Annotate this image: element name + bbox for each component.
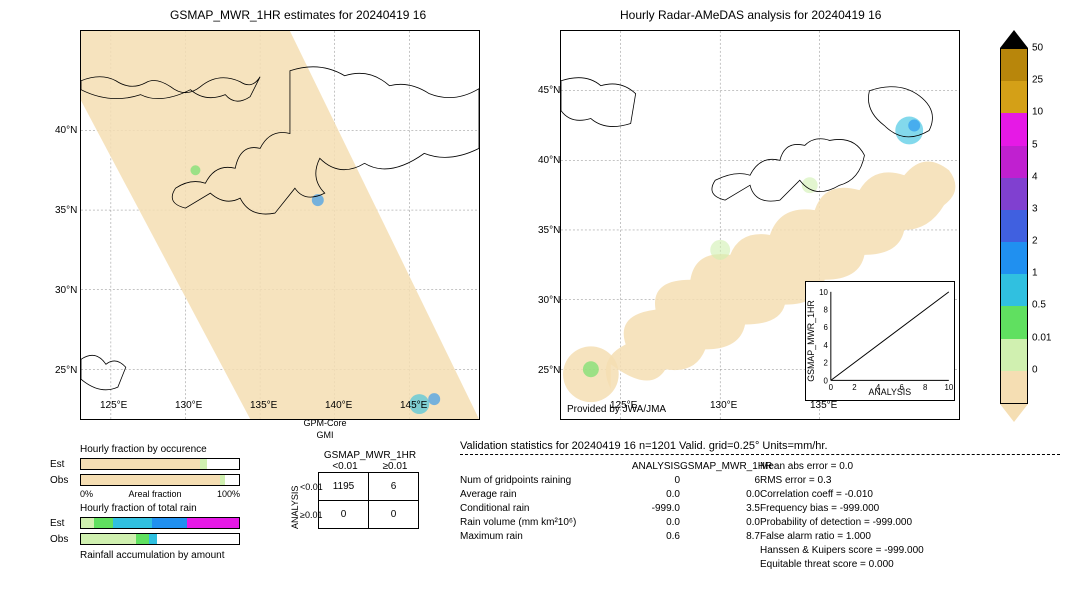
stats-row: Maximum rain0.68.7 (460, 531, 760, 542)
left-xtick-125: 125°E (100, 400, 127, 411)
ct-row-axis: ANALYSIS (290, 473, 300, 529)
right-map: ANALYSIS GSMAP_MWR_1HR 0 2 4 6 8 10 0 2 … (560, 30, 960, 420)
stats-h1: ANALYSIS (620, 461, 680, 472)
cb-tick-50: 50 (1032, 43, 1043, 54)
tot-est-bar (80, 517, 240, 529)
right-ytick-30: 30°N (538, 295, 560, 306)
svg-text:2: 2 (852, 383, 856, 392)
axis-0pct: 0% (80, 489, 93, 499)
ct-col1: <0.01 (320, 461, 370, 472)
cb-tick-25: 25 (1032, 75, 1043, 86)
left-ytick-40: 40°N (55, 125, 77, 136)
svg-text:0: 0 (824, 376, 829, 385)
ct-c10: 0 (319, 501, 369, 529)
svg-text:2: 2 (824, 359, 828, 368)
stats-row: Average rain0.00.0 (460, 489, 760, 500)
ct-c11: 0 (369, 501, 419, 529)
axis-100pct: 100% (217, 489, 240, 499)
cb-tick-3: 3 (1032, 203, 1038, 214)
stats-panel: Validation statistics for 20240419 16 n=… (460, 440, 1060, 573)
obs-label-tot: Obs (50, 534, 80, 545)
occ-obs-bar (80, 474, 240, 486)
stats-h2: GSMAP_MWR_1HR (680, 461, 760, 472)
left-ytick-25: 25°N (55, 365, 77, 376)
cb-tick-0.01: 0.01 (1032, 332, 1051, 343)
stats-metric: Mean abs error = 0.0 (760, 461, 1040, 472)
accum-title: Rainfall accumulation by amount (80, 550, 450, 561)
svg-text:8: 8 (923, 383, 928, 392)
ct-c00: 1195 (319, 473, 369, 501)
ct-col2: ≥0.01 (370, 461, 420, 472)
stats-metric: Equitable threat score = 0.000 (760, 559, 1040, 570)
scatter-plot: ANALYSIS GSMAP_MWR_1HR 0 2 4 6 8 10 0 2 … (805, 281, 955, 401)
stats-title: Validation statistics for 20240419 16 n=… (460, 440, 1060, 452)
left-xtick-135: 135°E (250, 400, 277, 411)
stats-row: Num of gridpoints raining06 (460, 475, 760, 486)
ct-row1: <0.01 (300, 482, 318, 492)
ct-row2: ≥0.01 (300, 510, 318, 520)
cb-tick-10: 10 (1032, 107, 1043, 118)
obs-label-occ: Obs (50, 475, 80, 486)
left-map (80, 30, 480, 420)
svg-text:6: 6 (899, 383, 904, 392)
tot-obs-bar (80, 533, 240, 545)
right-ytick-25: 25°N (538, 365, 560, 376)
scatter-ylabel: GSMAP_MWR_1HR (806, 300, 816, 382)
stats-row: Rain volume (mm km²10⁶)0.00.0 (460, 517, 760, 528)
est-label-tot: Est (50, 518, 80, 529)
axis-areal: Areal fraction (128, 489, 181, 499)
svg-text:4: 4 (876, 383, 881, 392)
right-ytick-35: 35°N (538, 225, 560, 236)
stats-metric: Probability of detection = -999.000 (760, 517, 1040, 528)
right-ytick-40: 40°N (538, 155, 560, 166)
left-ytick-35: 35°N (55, 205, 77, 216)
right-xtick-135: 135°E (810, 400, 837, 411)
occ-est-bar (80, 458, 240, 470)
svg-text:0: 0 (829, 383, 834, 392)
svg-text:8: 8 (824, 305, 829, 314)
svg-text:6: 6 (824, 323, 829, 332)
svg-text:10: 10 (944, 383, 953, 392)
right-ytick-45: 45°N (538, 85, 560, 96)
satellite-label-2: GMI (295, 430, 355, 440)
left-xtick-130: 130°E (175, 400, 202, 411)
stats-metric: Hanssen & Kuipers score = -999.000 (760, 545, 1040, 556)
left-xtick-145: 145°E (400, 400, 427, 411)
stats-metric: Frequency bias = -999.000 (760, 503, 1040, 514)
cb-tick-0: 0 (1032, 364, 1038, 375)
satellite-label-1: GPM-Core (295, 418, 355, 428)
stats-metric: False alarm ratio = 1.000 (760, 531, 1040, 542)
svg-text:10: 10 (819, 288, 828, 297)
contingency-table: GSMAP_MWR_1HR <0.01 ≥0.01 ANALYSIS <0.01… (290, 450, 420, 529)
right-map-title: Hourly Radar-AMeDAS analysis for 2024041… (620, 8, 881, 22)
cb-tick-5: 5 (1032, 139, 1038, 150)
svg-text:4: 4 (824, 341, 829, 350)
stats-metric: Correlation coeff = -0.010 (760, 489, 1040, 500)
left-map-title: GSMAP_MWR_1HR estimates for 20240419 16 (170, 8, 426, 22)
est-label-occ: Est (50, 459, 80, 470)
ct-header: GSMAP_MWR_1HR (320, 450, 420, 461)
cb-tick-1: 1 (1032, 268, 1038, 279)
ct-c01: 6 (369, 473, 419, 501)
right-xtick-125: 125°E (610, 400, 637, 411)
stats-row: Conditional rain-999.03.5 (460, 503, 760, 514)
cb-tick-0.5: 0.5 (1032, 300, 1046, 311)
colorbar: 502510543210.50.010 (1000, 30, 1028, 420)
cb-tick-4: 4 (1032, 171, 1038, 182)
right-xtick-130: 130°E (710, 400, 737, 411)
stats-metric: RMS error = 0.3 (760, 475, 1040, 486)
cb-tick-2: 2 (1032, 236, 1038, 247)
left-xtick-140: 140°E (325, 400, 352, 411)
left-ytick-30: 30°N (55, 285, 77, 296)
